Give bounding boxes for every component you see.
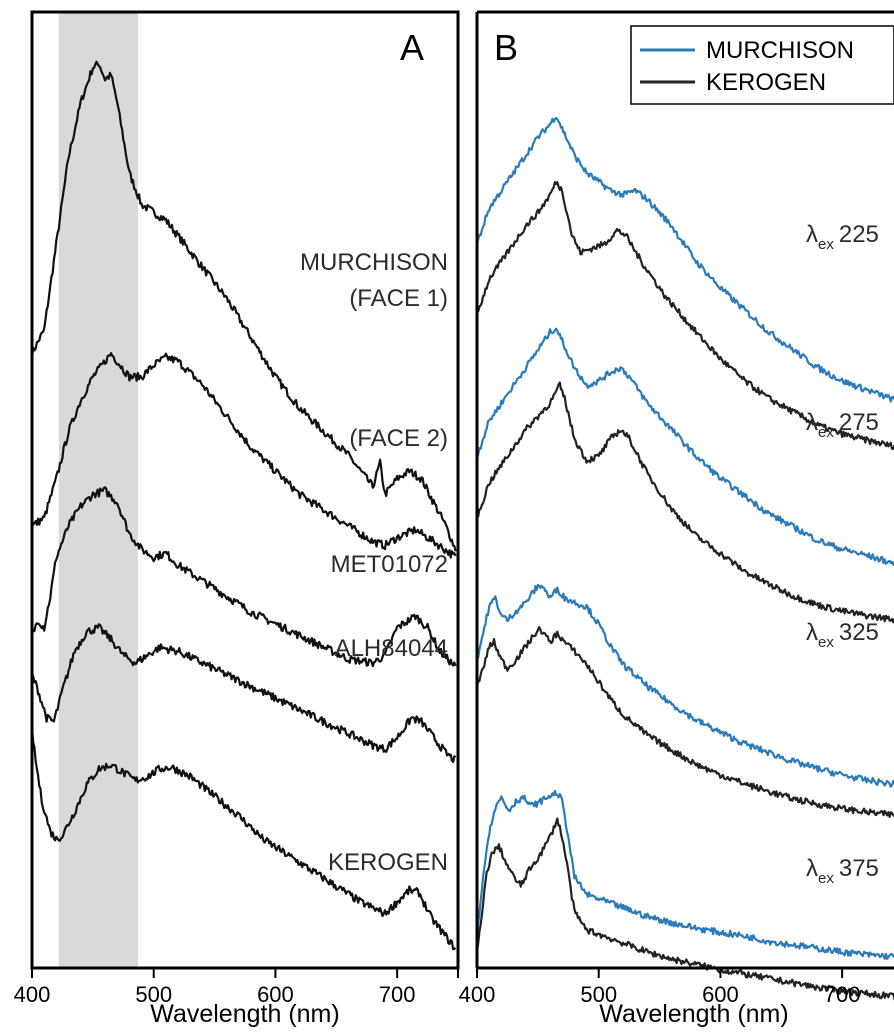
series-trace-murchison: [475, 327, 894, 566]
x-tick-label: 500: [580, 982, 617, 1007]
curve-label: (FACE 1): [349, 285, 448, 312]
lambda-subscript: ex: [818, 634, 834, 651]
panel-b-x-axis-label: Wavelength (nm): [599, 1000, 788, 1028]
lambda-value: 225: [839, 221, 879, 248]
excitation-label: λex 275: [806, 409, 879, 441]
series-trace-murchison: [475, 116, 894, 403]
legend-box: [630, 25, 894, 105]
excitation-label: λex 325: [806, 619, 879, 651]
panel-a-frame: [30, 10, 460, 970]
lambda-value: 325: [839, 619, 879, 646]
panel-b-traces: [475, 116, 894, 1001]
panel-a-letter: A: [400, 27, 424, 68]
x-tick-label: 400: [459, 982, 496, 1007]
lambda-value: 275: [839, 409, 879, 436]
panel-a-traces: [30, 60, 457, 951]
series-trace: [30, 727, 457, 951]
series-trace: [30, 60, 457, 552]
panel-a-x-ticks: 400 500 600 700: [14, 968, 459, 1007]
curve-label: (FACE 2): [349, 425, 448, 452]
x-tick-label: 600: [702, 982, 739, 1007]
lambda-symbol: λ: [806, 221, 818, 248]
lambda-symbol: λ: [806, 619, 818, 646]
panel-b-letter: B: [494, 27, 518, 68]
series-trace-murchison: [476, 583, 894, 788]
lambda-subscript: ex: [818, 236, 834, 253]
x-tick-label: 600: [257, 982, 294, 1007]
lambda-subscript: ex: [818, 870, 834, 887]
legend-label-murchison: MURCHISON: [706, 37, 854, 64]
excitation-label: λex 225: [806, 221, 879, 253]
series-trace-kerogen: [475, 817, 894, 1001]
curve-label: MET01072: [331, 551, 448, 578]
curve-label: MURCHISON: [300, 249, 448, 276]
curve-label: KEROGEN: [328, 849, 448, 876]
x-tick-label: 400: [14, 982, 51, 1007]
panel-a-x-axis-label: Wavelength (nm): [150, 1000, 339, 1028]
series-trace: [30, 623, 457, 764]
lambda-symbol: λ: [806, 409, 818, 436]
lambda-value: 375: [839, 855, 879, 882]
lambda-subscript: ex: [818, 424, 834, 441]
lambda-symbol: λ: [806, 855, 818, 882]
legend: MURCHISON KEROGEN: [630, 25, 894, 105]
series-trace: [30, 352, 457, 559]
series-trace-kerogen: [476, 381, 894, 624]
x-tick-label: 500: [135, 982, 172, 1007]
x-tick-label: 700: [379, 982, 416, 1007]
excitation-label: λex 375: [806, 855, 879, 887]
panel-b-x-ticks: 400 500 600 700: [459, 968, 861, 1007]
panel-a: MURCHISON (FACE 1) (FACE 2) MET01072 ALH8404…: [14, 10, 460, 1028]
series-trace-kerogen: [475, 626, 894, 818]
series-trace: [30, 486, 457, 668]
x-tick-label: 700: [824, 982, 861, 1007]
panel-a-curve-labels: MURCHISON (FACE 1) (FACE 2) MET01072 ALH8404…: [300, 249, 448, 876]
legend-label-kerogen: KEROGEN: [706, 69, 826, 96]
series-trace-kerogen: [476, 181, 894, 450]
curve-label: ALH84044: [335, 635, 448, 662]
series-trace-murchison: [475, 789, 894, 960]
